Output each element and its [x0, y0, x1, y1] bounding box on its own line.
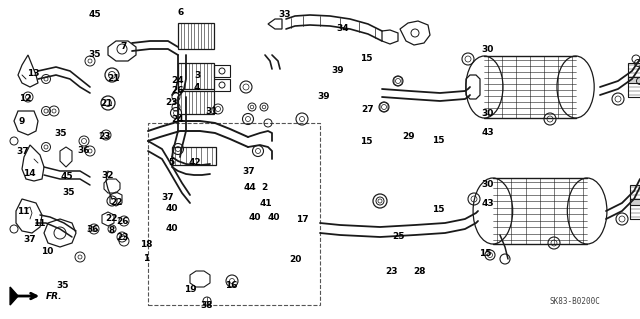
Text: 15: 15	[432, 136, 445, 145]
Text: 25: 25	[392, 232, 404, 241]
Text: 27: 27	[362, 105, 374, 114]
Text: 34: 34	[336, 24, 349, 33]
Text: 30: 30	[481, 45, 494, 54]
Bar	[178, 91, 214, 114]
Text: 21: 21	[108, 74, 120, 83]
Bar	[148, 123, 320, 305]
Bar	[630, 185, 640, 205]
Text: 10: 10	[40, 247, 53, 256]
Text: 5: 5	[168, 158, 175, 167]
Text: 39: 39	[332, 66, 344, 75]
Bar	[628, 63, 640, 83]
Text: 31: 31	[205, 107, 218, 116]
Text: 20: 20	[289, 255, 302, 263]
Text: 15: 15	[432, 205, 445, 214]
Bar	[214, 65, 230, 77]
Text: 7: 7	[120, 42, 127, 51]
Text: 3: 3	[194, 71, 200, 80]
Text: 22: 22	[110, 198, 123, 207]
Text: 40: 40	[165, 224, 178, 233]
Text: 11: 11	[33, 219, 46, 228]
Text: 4: 4	[194, 83, 200, 92]
Text: 39: 39	[317, 92, 330, 101]
Text: 40: 40	[248, 213, 261, 222]
Text: 41: 41	[259, 199, 272, 208]
Text: 11: 11	[17, 207, 29, 216]
Text: 16: 16	[225, 281, 238, 290]
Bar	[630, 199, 640, 219]
Text: 23: 23	[116, 233, 129, 242]
Text: 30: 30	[481, 109, 494, 118]
Text: 36: 36	[77, 146, 90, 155]
Text: 19: 19	[184, 285, 197, 294]
Text: 40: 40	[268, 213, 280, 222]
Text: 15: 15	[360, 137, 372, 146]
Text: FR.: FR.	[46, 292, 63, 300]
Text: 17: 17	[296, 215, 308, 224]
Text: 37: 37	[23, 235, 36, 244]
Text: 22: 22	[106, 214, 118, 223]
Text: 28: 28	[413, 267, 426, 276]
Bar	[214, 79, 230, 91]
Text: 45: 45	[61, 172, 74, 181]
Bar	[178, 63, 214, 89]
Text: 15: 15	[479, 249, 492, 258]
Text: 37: 37	[161, 193, 174, 202]
Text: 8: 8	[109, 226, 115, 235]
Text: 26: 26	[116, 217, 129, 226]
Text: 23: 23	[165, 98, 178, 107]
Text: 35: 35	[54, 129, 67, 138]
Text: 43: 43	[481, 128, 494, 137]
Bar	[178, 23, 214, 49]
Text: 37: 37	[17, 147, 29, 156]
Text: SK83-B0200C: SK83-B0200C	[550, 296, 600, 306]
Text: 38: 38	[200, 301, 213, 310]
Text: 13: 13	[27, 69, 40, 78]
Text: 45: 45	[88, 10, 101, 19]
Text: 42: 42	[189, 158, 202, 167]
Polygon shape	[10, 287, 18, 305]
Text: 14: 14	[23, 169, 36, 178]
Text: 18: 18	[140, 240, 152, 249]
Text: 37: 37	[242, 167, 255, 176]
Text: 44: 44	[243, 183, 256, 192]
Text: 9: 9	[19, 117, 25, 126]
Text: 36: 36	[86, 225, 99, 234]
Bar	[628, 77, 640, 97]
Text: 24: 24	[172, 76, 184, 85]
Text: 2: 2	[261, 183, 268, 192]
Text: 23: 23	[385, 267, 398, 276]
Text: 23: 23	[98, 132, 111, 141]
Text: 40: 40	[165, 204, 178, 213]
Text: 26: 26	[172, 86, 184, 95]
Text: 29: 29	[402, 132, 415, 141]
Text: 43: 43	[481, 199, 494, 208]
Text: 35: 35	[56, 281, 69, 290]
Text: 15: 15	[360, 54, 372, 63]
Text: 32: 32	[101, 171, 114, 180]
Text: 24: 24	[172, 115, 184, 124]
Text: 12: 12	[19, 94, 32, 103]
Text: 30: 30	[481, 180, 494, 189]
Text: 35: 35	[88, 50, 101, 59]
Text: 6: 6	[177, 8, 184, 17]
Text: 21: 21	[100, 99, 113, 108]
Text: 35: 35	[63, 189, 76, 197]
Text: 33: 33	[278, 10, 291, 19]
Bar	[172, 147, 216, 165]
Text: 1: 1	[143, 254, 149, 263]
